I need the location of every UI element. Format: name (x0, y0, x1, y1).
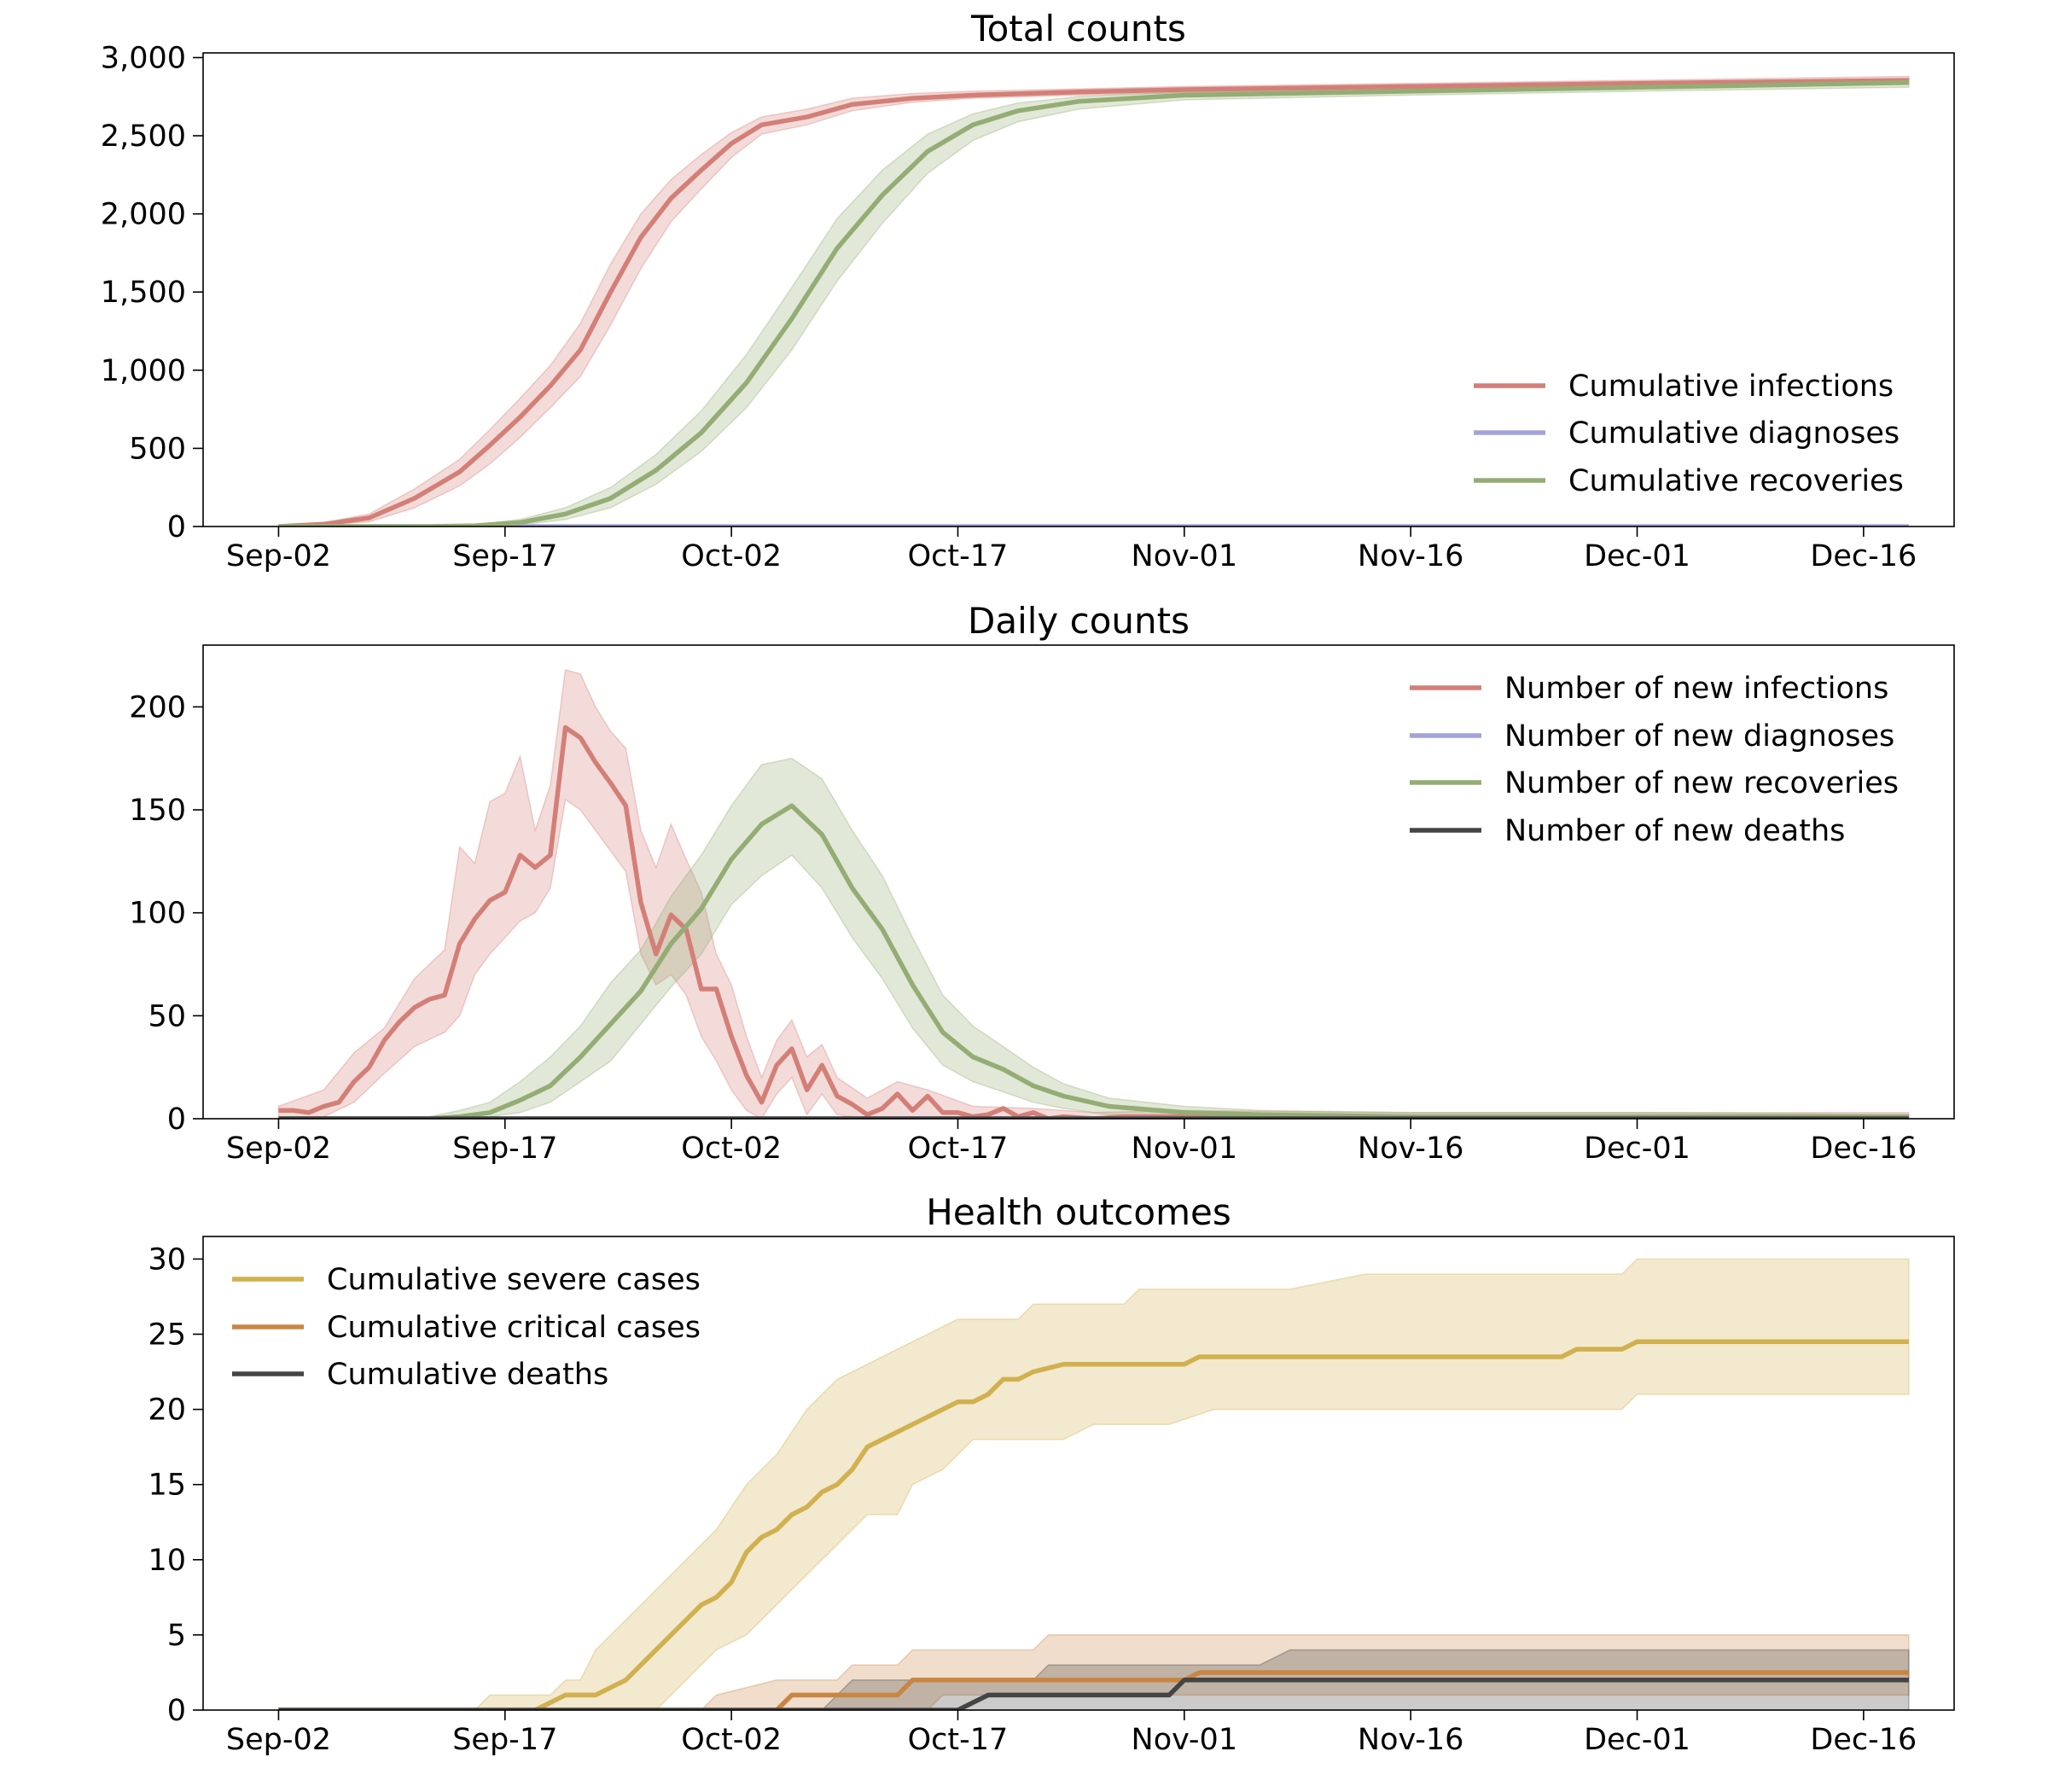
x-tick-label: Oct-17 (908, 1132, 1009, 1166)
y-tick-label: 150 (129, 794, 186, 828)
series-line-1 (278, 1670, 1909, 1710)
legend-label: Number of new diagnoses (1504, 719, 1894, 753)
y-tick-label: 1,000 (101, 354, 186, 388)
x-tick-label: Dec-01 (1584, 1132, 1690, 1166)
chart-title: Health outcomes (926, 1191, 1231, 1233)
x-tick-label: Sep-02 (226, 1723, 331, 1757)
legend-label: Cumulative critical cases (327, 1311, 701, 1345)
y-tick-label: 2,500 (101, 119, 186, 154)
x-tick-label: Oct-02 (681, 539, 782, 573)
x-tick-label: Oct-02 (681, 1723, 782, 1757)
x-tick-label: Sep-17 (452, 1723, 557, 1757)
x-tick-label: Sep-02 (226, 539, 331, 573)
x-tick-label: Nov-16 (1358, 1132, 1464, 1166)
y-tick-label: 0 (167, 1103, 186, 1137)
x-tick-label: Sep-17 (452, 539, 557, 573)
legend: Number of new infections Number of new di… (1410, 672, 1899, 848)
y-tick-label: 30 (148, 1242, 186, 1277)
legend-label: Number of new infections (1504, 672, 1888, 706)
x-tick-label: Oct-02 (681, 1132, 782, 1166)
legend-label: Number of new deaths (1504, 814, 1845, 848)
y-tick-label: 2,000 (101, 198, 186, 232)
x-tick-label: Dec-16 (1810, 1132, 1917, 1166)
chart-panel-0: Total counts Sep-02 Sep-17 Oct-02 Oct-17 Nov-… (101, 8, 1955, 573)
x-tick-label: Dec-01 (1584, 1723, 1690, 1757)
chart-title: Daily counts (968, 600, 1190, 642)
legend-label: Cumulative deaths (327, 1358, 608, 1392)
y-tick-label: 0 (167, 1694, 186, 1728)
chart-panel-1: Daily counts Sep-02 Sep-17 Oct-02 Oct-17 Nov-… (129, 600, 1955, 1166)
confidence-band-1 (278, 1634, 1910, 1710)
legend: Cumulative infections Cumulative diagnose… (1474, 369, 1904, 498)
confidence-band-2 (278, 78, 1910, 527)
x-tick-label: Oct-17 (908, 1723, 1009, 1757)
series-line-0 (278, 1339, 1909, 1710)
y-tick-label: 200 (129, 690, 186, 724)
y-tick-label: 25 (148, 1318, 186, 1353)
y-tick-label: 1,500 (101, 276, 186, 310)
axes-frame (202, 644, 1955, 1120)
plot-area (278, 1258, 1910, 1710)
series-line-2 (278, 80, 1909, 527)
plot-area (277, 669, 1910, 1119)
y-tick-label: 15 (148, 1469, 186, 1503)
y-tick-label: 3,000 (101, 41, 186, 75)
legend-label: Cumulative diagnoses (1568, 416, 1900, 451)
legend: Cumulative severe cases Cumulative critic… (232, 1263, 701, 1392)
x-tick-label: Nov-01 (1132, 539, 1238, 573)
y-tick-label: 50 (148, 999, 186, 1033)
x-tick-label: Sep-02 (226, 1132, 331, 1166)
axes-frame (202, 52, 1955, 527)
legend-label: Cumulative infections (1568, 369, 1894, 404)
legend-label: Cumulative severe cases (327, 1263, 701, 1297)
x-tick-label: Dec-16 (1810, 1723, 1917, 1757)
x-tick-label: Oct-17 (908, 539, 1009, 573)
y-tick-label: 10 (148, 1544, 186, 1578)
confidence-band-0 (277, 75, 1910, 527)
x-tick-label: Dec-01 (1584, 539, 1690, 573)
series-line-2 (278, 1678, 1909, 1710)
x-tick-label: Dec-16 (1810, 539, 1917, 573)
y-tick-label: 100 (129, 897, 186, 931)
x-tick-label: Nov-16 (1358, 539, 1464, 573)
series-line-2 (278, 803, 1909, 1119)
confidence-band-0 (278, 1258, 1910, 1710)
confidence-band-0 (277, 669, 1910, 1119)
chart-panel-2: Health outcomes Sep-02 Sep-17 Oct-02 Oct-17 N… (148, 1191, 1955, 1757)
y-tick-label: 500 (129, 432, 186, 466)
series-line-0 (278, 724, 1909, 1119)
axes-frame (202, 1236, 1955, 1711)
x-tick-label: Sep-17 (452, 1132, 557, 1166)
legend-label: Number of new recoveries (1504, 766, 1899, 800)
series-line-0 (278, 78, 1909, 527)
legend-label: Cumulative recoveries (1568, 464, 1904, 498)
chart-title: Total counts (970, 8, 1186, 49)
x-tick-label: Nov-01 (1132, 1132, 1238, 1166)
plot-area (277, 75, 1910, 527)
y-tick-label: 0 (167, 510, 186, 544)
y-tick-label: 5 (167, 1619, 186, 1653)
y-tick-label: 20 (148, 1393, 186, 1428)
x-tick-label: Nov-16 (1358, 1723, 1464, 1757)
x-tick-label: Nov-01 (1132, 1723, 1238, 1757)
